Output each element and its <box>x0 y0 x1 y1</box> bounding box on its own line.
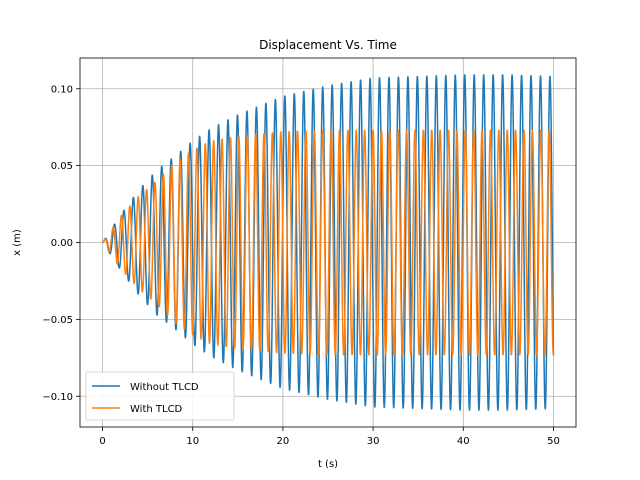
legend: Without TLCD With TLCD <box>85 371 235 421</box>
x-tick-label: 10 <box>186 436 199 447</box>
series-layer <box>101 74 555 411</box>
legend-label-with-tlcd: With TLCD <box>130 404 183 415</box>
x-tick-label: 20 <box>277 436 290 447</box>
y-tick-label: 0.00 <box>51 238 73 249</box>
x-tick-label: 50 <box>547 436 560 447</box>
x-axis-title: t (s) <box>318 459 338 470</box>
y-tick-label: −0.05 <box>42 315 73 326</box>
y-tick-label: 0.10 <box>51 84 73 95</box>
legend-box <box>85 371 235 421</box>
x-tick-label: 30 <box>367 436 380 447</box>
chart-title: Displacement Vs. Time <box>259 38 397 52</box>
y-tick-label: −0.10 <box>42 392 73 403</box>
x-tick-label: 40 <box>457 436 470 447</box>
legend-label-without-tlcd: Without TLCD <box>130 382 199 393</box>
x-tick-label: 0 <box>99 436 105 447</box>
axis-ticks: 0 10 20 30 40 50 −0.10 −0.05 0.00 0.05 0.10 <box>42 84 559 447</box>
series-line-with-tlcd <box>101 129 555 356</box>
y-tick-label: 0.05 <box>51 161 73 172</box>
y-axis-title: x (m) <box>12 229 23 256</box>
